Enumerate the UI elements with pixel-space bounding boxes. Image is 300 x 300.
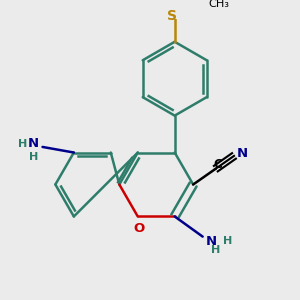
Text: CH₃: CH₃ [208, 0, 230, 9]
Text: H: H [212, 245, 221, 255]
Text: H: H [29, 152, 38, 162]
Text: O: O [133, 222, 145, 235]
Text: H: H [223, 236, 232, 246]
Text: N: N [28, 137, 39, 150]
Text: C: C [214, 158, 223, 171]
Text: N: N [206, 235, 217, 248]
Text: H: H [18, 139, 27, 148]
Text: N: N [236, 147, 247, 160]
Text: S: S [167, 9, 178, 23]
